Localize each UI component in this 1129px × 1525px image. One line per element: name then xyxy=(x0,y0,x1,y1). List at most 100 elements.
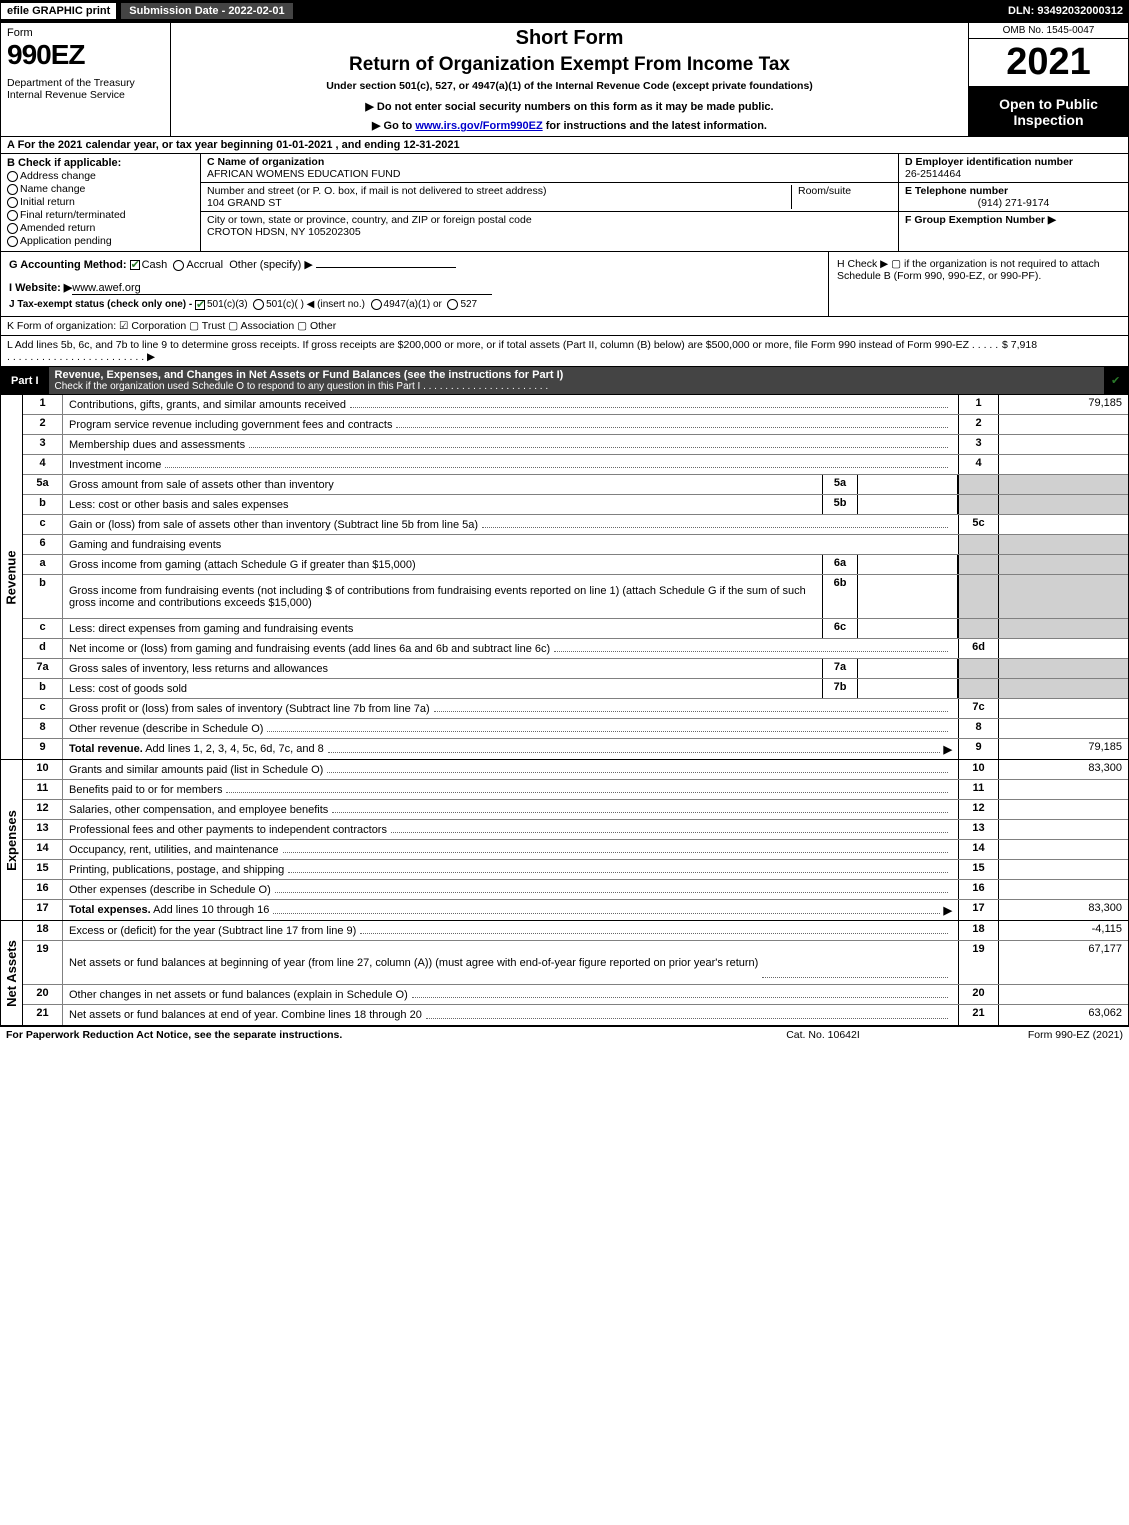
header-mid: Short Form Return of Organization Exempt… xyxy=(171,23,968,136)
line-value xyxy=(998,535,1128,554)
chk-initial-return[interactable]: Initial return xyxy=(7,196,194,208)
row-k-org-form: K Form of organization: ☑ Corporation ▢ … xyxy=(0,317,1129,336)
row-i-website: I Website: ▶www.awef.org xyxy=(9,281,820,295)
netassets-section: Net Assets 18Excess or (deficit) for the… xyxy=(1,920,1128,1025)
right-line-number: 19 xyxy=(958,941,998,984)
org-name: AFRICAN WOMENS EDUCATION FUND xyxy=(207,168,892,180)
line-value xyxy=(998,435,1128,454)
line-value xyxy=(998,555,1128,574)
chk-accrual[interactable] xyxy=(173,260,184,271)
sub-line-number: 6c xyxy=(822,619,858,638)
line-value xyxy=(998,719,1128,738)
dln: DLN: 93492032000312 xyxy=(1008,5,1129,17)
right-line-number: 15 xyxy=(958,860,998,879)
irs-link[interactable]: www.irs.gov/Form990EZ xyxy=(415,120,542,132)
part-check[interactable] xyxy=(1104,375,1128,387)
expenses-section: Expenses 10Grants and similar amounts pa… xyxy=(1,759,1128,920)
line-number: 12 xyxy=(23,800,63,819)
right-line-number: 14 xyxy=(958,840,998,859)
right-line-number: 13 xyxy=(958,820,998,839)
line-description: Professional fees and other payments to … xyxy=(63,820,958,839)
sub-line-number: 6b xyxy=(822,575,858,618)
form-label: Form xyxy=(7,27,164,39)
subtitle-3: ▶ Go to www.irs.gov/Form990EZ for instru… xyxy=(179,119,960,132)
right-line-number: 5c xyxy=(958,515,998,534)
right-line-number: 4 xyxy=(958,455,998,474)
line-number: 17 xyxy=(23,900,63,920)
efile-print-label[interactable]: efile GRAPHIC print xyxy=(0,2,117,20)
sub-line-value xyxy=(858,575,958,618)
line-value xyxy=(998,415,1128,434)
netassets-label: Net Assets xyxy=(1,921,23,1025)
row-a-tax-year: A For the 2021 calendar year, or tax yea… xyxy=(0,137,1129,154)
line-number: 15 xyxy=(23,860,63,879)
right-line-number xyxy=(958,575,998,618)
chk-address-change[interactable]: Address change xyxy=(7,170,194,182)
line-row: 7aGross sales of inventory, less returns… xyxy=(23,659,1128,679)
right-line-number: 21 xyxy=(958,1005,998,1025)
ein-block: D Employer identification number 26-2514… xyxy=(899,154,1128,183)
chk-4947[interactable] xyxy=(371,299,382,310)
sub3-post: for instructions and the latest informat… xyxy=(543,120,767,132)
line-row: 19Net assets or fund balances at beginni… xyxy=(23,941,1128,985)
line-number: 7a xyxy=(23,659,63,678)
line-row: cGain or (loss) from sale of assets othe… xyxy=(23,515,1128,535)
org-name-label: C Name of organization xyxy=(207,156,892,168)
line-row: 8Other revenue (describe in Schedule O)8 xyxy=(23,719,1128,739)
short-form-label: Short Form xyxy=(179,27,960,50)
line-value xyxy=(998,659,1128,678)
chk-cash[interactable] xyxy=(130,260,140,270)
chk-501c[interactable] xyxy=(253,299,264,310)
line-description: Salaries, other compensation, and employ… xyxy=(63,800,958,819)
line-number: d xyxy=(23,639,63,658)
line-description: Less: cost of goods sold xyxy=(63,679,822,698)
phone-value: (914) 271-9174 xyxy=(905,197,1122,209)
right-line-number: 10 xyxy=(958,760,998,779)
sub3-pre: ▶ Go to xyxy=(372,120,415,132)
line-row: 18Excess or (deficit) for the year (Subt… xyxy=(23,921,1128,941)
right-line-number: 16 xyxy=(958,880,998,899)
right-line-number: 7c xyxy=(958,699,998,718)
header-left: Form 990EZ Department of the Treasury In… xyxy=(1,23,171,136)
sub-line-number: 5a xyxy=(822,475,858,494)
line-number: 11 xyxy=(23,780,63,799)
col-b-header: B Check if applicable: xyxy=(7,157,194,169)
line-number: 19 xyxy=(23,941,63,984)
line-description: Grants and similar amounts paid (list in… xyxy=(63,760,958,779)
line-value xyxy=(998,880,1128,899)
right-line-number: 18 xyxy=(958,921,998,940)
sub-line-value xyxy=(858,555,958,574)
chk-application-pending[interactable]: Application pending xyxy=(7,235,194,247)
chk-501c3[interactable] xyxy=(195,300,205,310)
chk-527[interactable] xyxy=(447,299,458,310)
line-row: 14Occupancy, rent, utilities, and mainte… xyxy=(23,840,1128,860)
chk-name-change[interactable]: Name change xyxy=(7,183,194,195)
chk-final-return[interactable]: Final return/terminated xyxy=(7,209,194,221)
website-value[interactable]: www.awef.org xyxy=(72,282,140,294)
form-ref: Form 990-EZ (2021) xyxy=(923,1029,1123,1041)
line-value xyxy=(998,820,1128,839)
line-number: 21 xyxy=(23,1005,63,1025)
line-number: 20 xyxy=(23,985,63,1004)
line-description: Investment income xyxy=(63,455,958,474)
right-line-number: 12 xyxy=(958,800,998,819)
part-number: Part I xyxy=(1,373,49,389)
line-number: 18 xyxy=(23,921,63,940)
subtitle-2: ▶ Do not enter social security numbers o… xyxy=(179,100,960,113)
right-line-number xyxy=(958,555,998,574)
line-number: c xyxy=(23,699,63,718)
sub-line-number: 6a xyxy=(822,555,858,574)
dept-treasury: Department of the Treasury Internal Reve… xyxy=(7,77,164,101)
omb-no: OMB No. 1545-0047 xyxy=(969,23,1128,39)
ein-label: D Employer identification number xyxy=(905,156,1122,168)
chk-amended-return[interactable]: Amended return xyxy=(7,222,194,234)
line-row: 17Total expenses. Add lines 10 through 1… xyxy=(23,900,1128,920)
right-line-number xyxy=(958,475,998,494)
ein-value: 26-2514464 xyxy=(905,168,1122,180)
line-row: 10Grants and similar amounts paid (list … xyxy=(23,760,1128,780)
line-value xyxy=(998,780,1128,799)
line-value xyxy=(998,860,1128,879)
line-row: aGross income from gaming (attach Schedu… xyxy=(23,555,1128,575)
line-description: Printing, publications, postage, and shi… xyxy=(63,860,958,879)
line-row: 1Contributions, gifts, grants, and simil… xyxy=(23,395,1128,415)
